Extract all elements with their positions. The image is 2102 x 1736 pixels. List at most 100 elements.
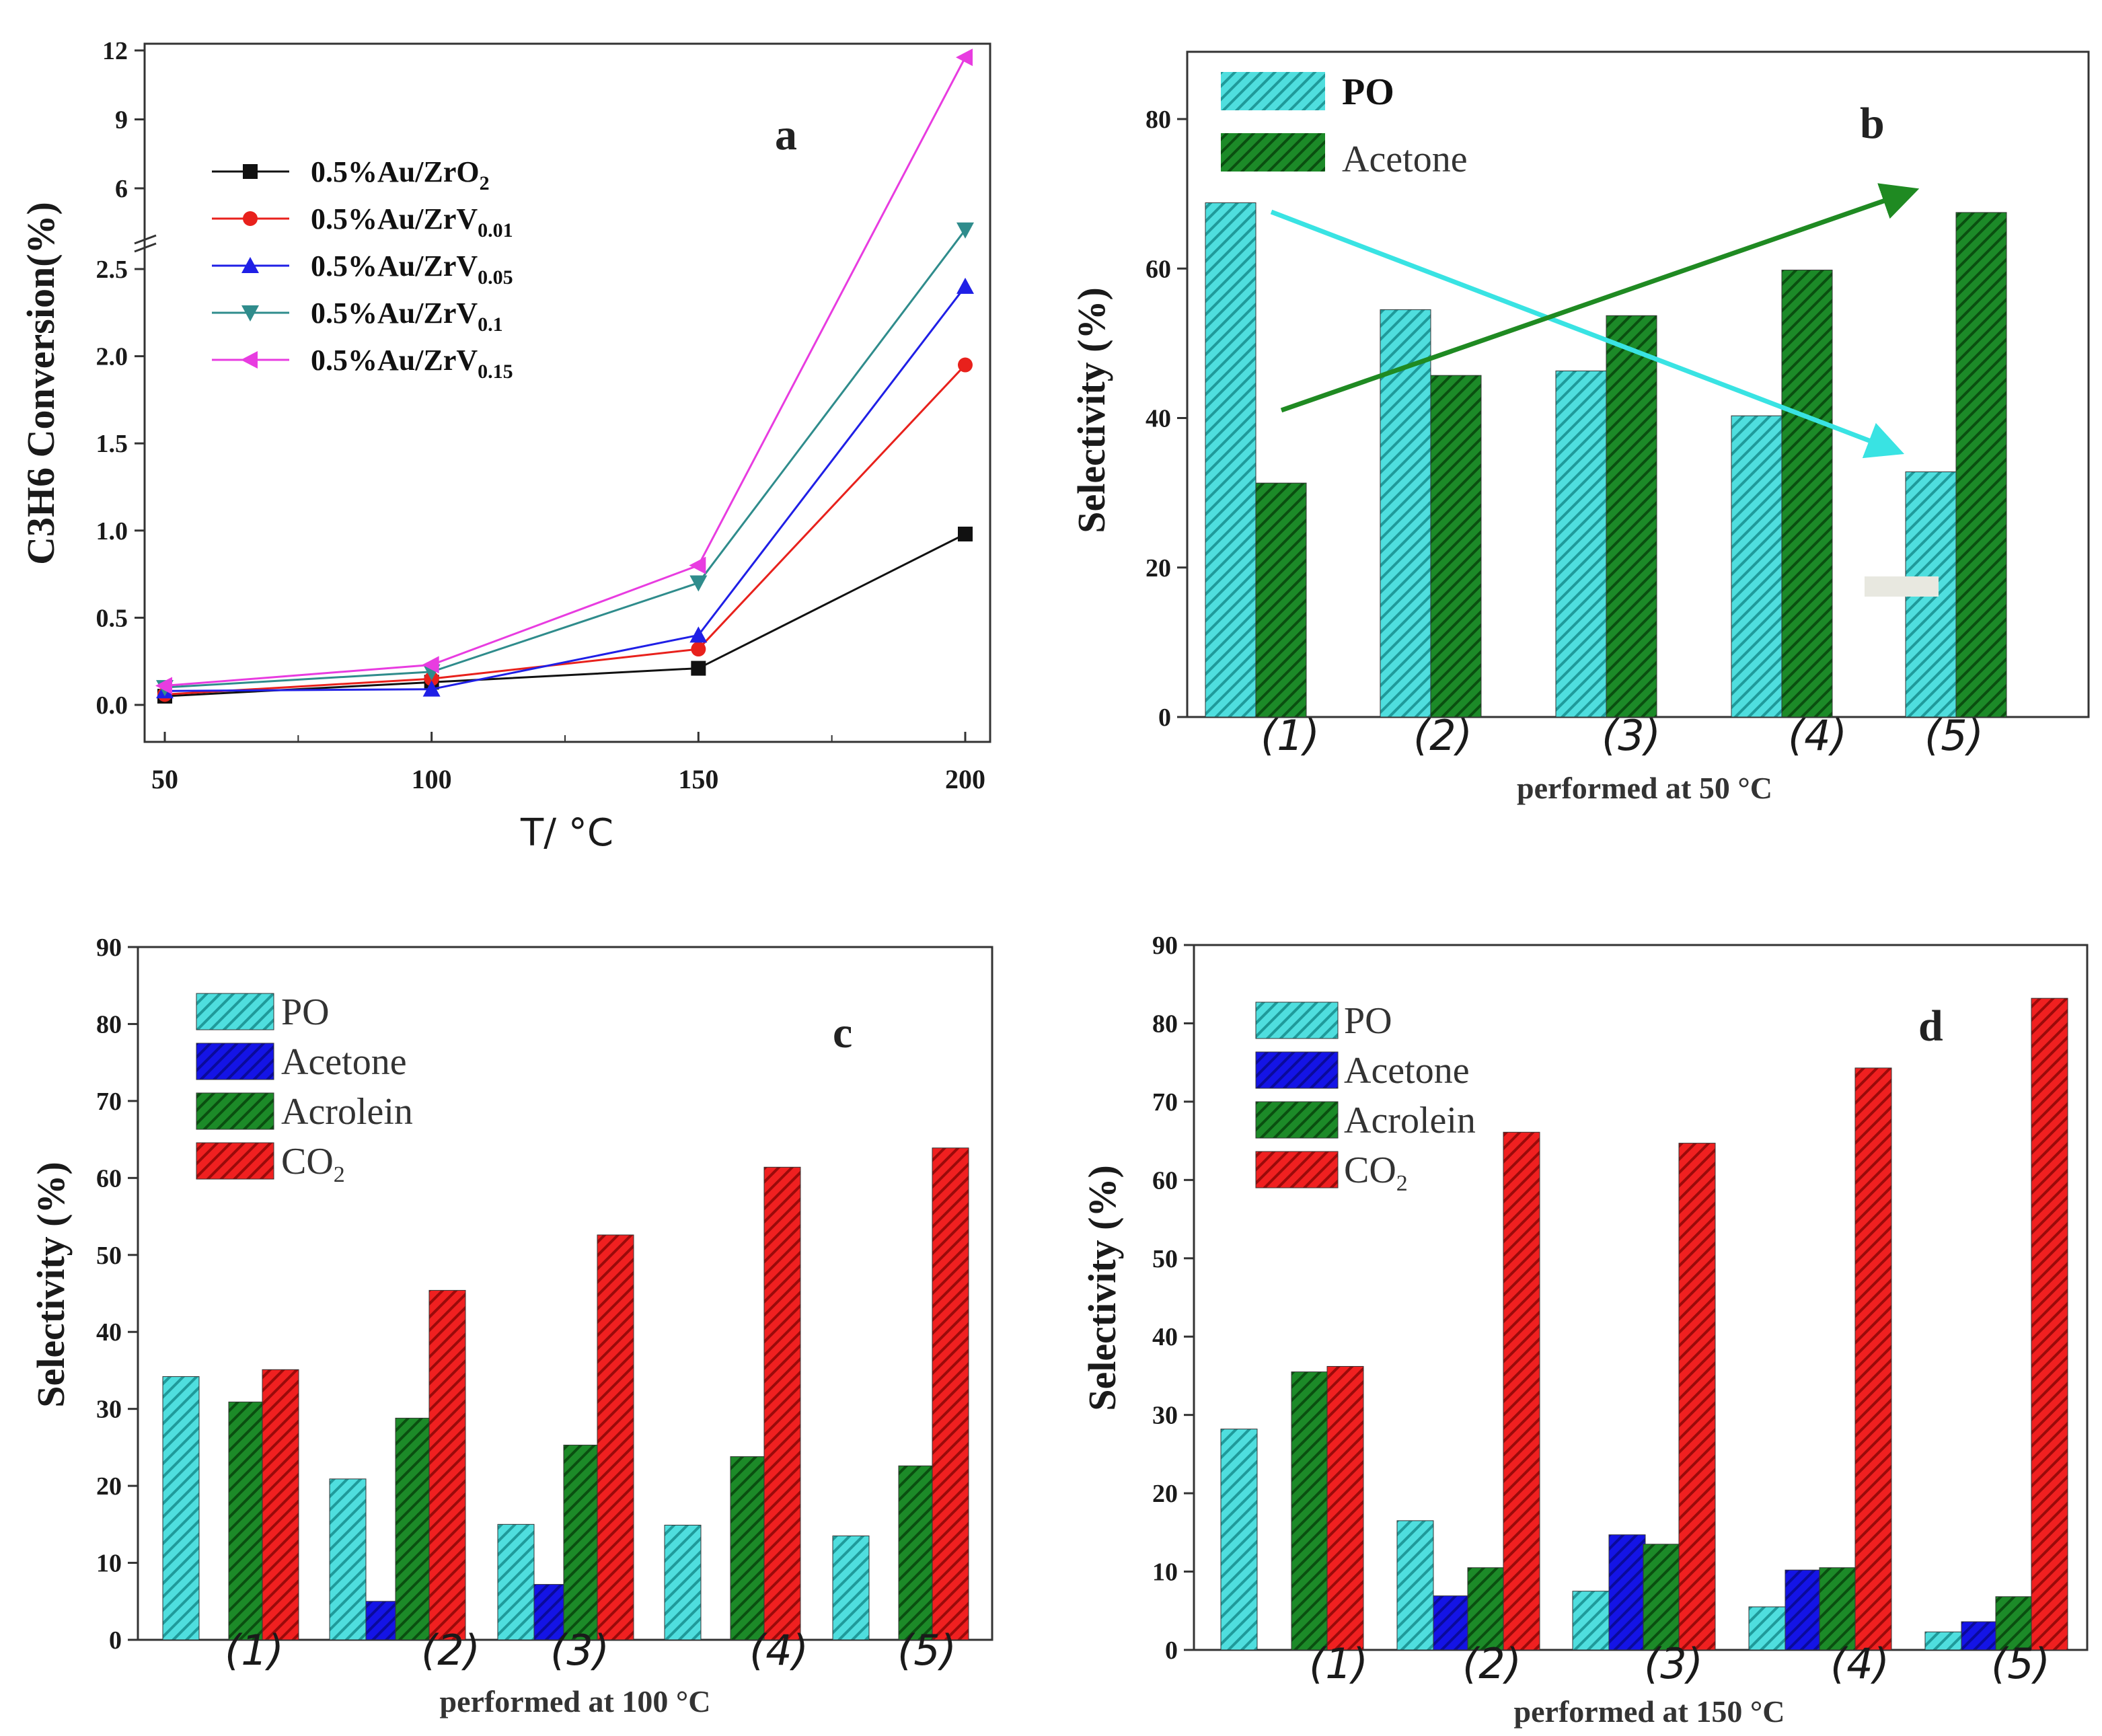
panel-c-letter: c [833, 1008, 852, 1057]
y-tick-label-30: 30 [96, 1396, 122, 1424]
panel-a-x-axis-label: T/ °C [520, 811, 613, 855]
legend-label-subscript: 0.05 [478, 266, 513, 289]
series-line-0-5-au-zrv0-05 [164, 286, 967, 692]
y-tick-label-20: 20 [96, 1472, 122, 1501]
bar-acetone-2 [1433, 1595, 1470, 1651]
bar-co2-4 [763, 1166, 801, 1640]
y-tick-label-60: 60 [1152, 1166, 1178, 1195]
y-tick-label-70: 70 [1152, 1088, 1178, 1117]
panel-c-legend: PO Acetone Acrolein CO2 [196, 991, 413, 1187]
legend-marker [241, 351, 258, 369]
data-point [691, 661, 706, 676]
bar-acrolein-2 [1467, 1567, 1505, 1651]
category-label-5: (5) [1991, 1639, 2050, 1688]
bar-acrolein-3 [563, 1444, 601, 1640]
legend-label-acetone: Acetone [1342, 139, 1468, 180]
bar-po-3 [1572, 1591, 1610, 1651]
bar-po-2 [1380, 309, 1431, 718]
category-label-3: (3) [1602, 711, 1661, 760]
data-point [958, 357, 973, 373]
legend-swatch-po [1221, 72, 1325, 110]
category-label-2: (2) [421, 1626, 480, 1675]
bar-acetone-5 [1961, 1621, 1998, 1651]
bar-po-5 [832, 1536, 870, 1640]
data-point [155, 677, 172, 695]
bar-po-2 [1396, 1520, 1434, 1651]
data-point [689, 575, 708, 592]
panel-d-legend: PO Acetone Acrolein CO2 [1255, 1000, 1476, 1196]
category-label-1: (1) [1309, 1639, 1368, 1688]
x-tick-label-100: 100 [412, 764, 452, 794]
panel-a-axis-break [134, 234, 157, 253]
legend-label-acrolein: Acrolein [1344, 1100, 1476, 1141]
bar-co2-5 [932, 1147, 969, 1640]
y-tick-label-80: 80 [1152, 1010, 1178, 1038]
legend-label-co2: CO2 [281, 1141, 345, 1187]
bar-po-3 [497, 1523, 535, 1640]
bar-po-3 [1555, 370, 1607, 718]
category-label-4: (4) [1830, 1639, 1889, 1688]
bar-po-4 [1748, 1606, 1786, 1651]
data-point [691, 642, 706, 657]
legend-label-po: PO [1344, 1000, 1392, 1042]
panel-b-x-axis-label: performed at 50 °C [1517, 771, 1772, 805]
bar-co2-4 [1854, 1067, 1892, 1651]
data-point [689, 556, 706, 574]
data-point [422, 656, 439, 674]
bar-acetone-4 [1781, 269, 1833, 718]
panel-a-y-axis-label: C3H6 Conversion(%) [19, 202, 63, 565]
data-point [956, 222, 974, 239]
legend-label-acetone: Acetone [1344, 1050, 1470, 1092]
panel-b-y-ticks: 0 20 40 60 80 [1146, 106, 1187, 732]
y-tick-label-80: 80 [96, 1010, 122, 1039]
panel-b-small-mark [1865, 576, 1939, 597]
bar-co2-1 [262, 1369, 299, 1640]
bar-acrolein-1 [1291, 1371, 1328, 1651]
y-tick-label-30: 30 [1152, 1402, 1178, 1430]
legend-label: 0.5%Au/ZrV0.15 [311, 344, 513, 383]
y-tick-label-0: 0 [1158, 704, 1171, 732]
category-label-1: (1) [225, 1626, 284, 1675]
panel-d-letter: d [1918, 1002, 1943, 1051]
y-tick-label-6: 6 [115, 175, 128, 203]
data-point [422, 680, 441, 697]
legend-label-subscript: 0.1 [478, 313, 503, 336]
panel-c-bar-chart: 0 10 20 30 40 50 60 70 80 90 (1) (2) (3) (4) (5) PO Ac… [29, 934, 993, 1719]
y-tick-label-50: 50 [1152, 1245, 1178, 1273]
panel-b-legend: PO Acetone [1221, 71, 1468, 180]
bar-co2-2 [1503, 1131, 1540, 1651]
bar-co2-1 [1326, 1365, 1364, 1651]
y-tick-label-10: 10 [1152, 1558, 1178, 1587]
panel-b-category-labels: (1) (2) (3) (4) (5) [1261, 711, 1984, 760]
legend-label-co2: CO2 [1344, 1149, 1408, 1196]
panel-d-category-labels: (1) (2) (3) (4) (5) [1309, 1639, 2050, 1688]
y-tick-label-12: 12 [102, 37, 128, 65]
panel-b-bars [1205, 202, 2007, 718]
bar-co2-5 [2031, 997, 2068, 1651]
legend-label: 0.5%Au/ZrV0.01 [311, 202, 513, 241]
data-point [689, 626, 708, 643]
category-label-4: (4) [749, 1626, 809, 1675]
x-tick-label-200: 200 [945, 764, 985, 794]
panel-b-letter: b [1860, 99, 1885, 148]
bar-acrolein-5 [1995, 1596, 2033, 1651]
bar-po-4 [664, 1524, 702, 1640]
bar-co2-2 [428, 1289, 466, 1640]
panel-d-y-axis-label: Selectivity (%) [1080, 1165, 1124, 1411]
data-point [956, 277, 974, 294]
panel-a-series [155, 48, 974, 704]
series-line-0-5-au-zrv0-01 [164, 364, 967, 695]
bar-acrolein-1 [228, 1401, 266, 1640]
panel-d-x-axis-label: performed at 150 °C [1514, 1694, 1785, 1729]
legend-marker [243, 211, 258, 226]
legend-label-subscript: 0.15 [478, 361, 513, 383]
y-tick-label-10: 10 [96, 1550, 122, 1578]
legend-swatch-acetone [1221, 133, 1325, 172]
panel-c-x-axis-label: performed at 100 °C [440, 1684, 711, 1719]
panel-a-x-ticks: 50 100 150 200 [151, 732, 985, 794]
y-tick-label-20: 20 [1146, 554, 1171, 582]
bar-co2-3 [597, 1234, 634, 1640]
y-tick-label-40: 40 [1146, 405, 1171, 433]
bar-po-2 [329, 1478, 367, 1640]
y-tick-label-90: 90 [96, 934, 122, 962]
